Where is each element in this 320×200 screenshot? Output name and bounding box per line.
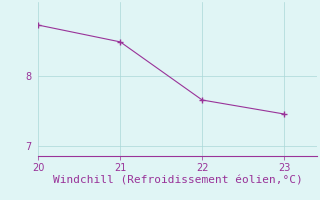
X-axis label: Windchill (Refroidissement éolien,°C): Windchill (Refroidissement éolien,°C) (53, 176, 302, 186)
